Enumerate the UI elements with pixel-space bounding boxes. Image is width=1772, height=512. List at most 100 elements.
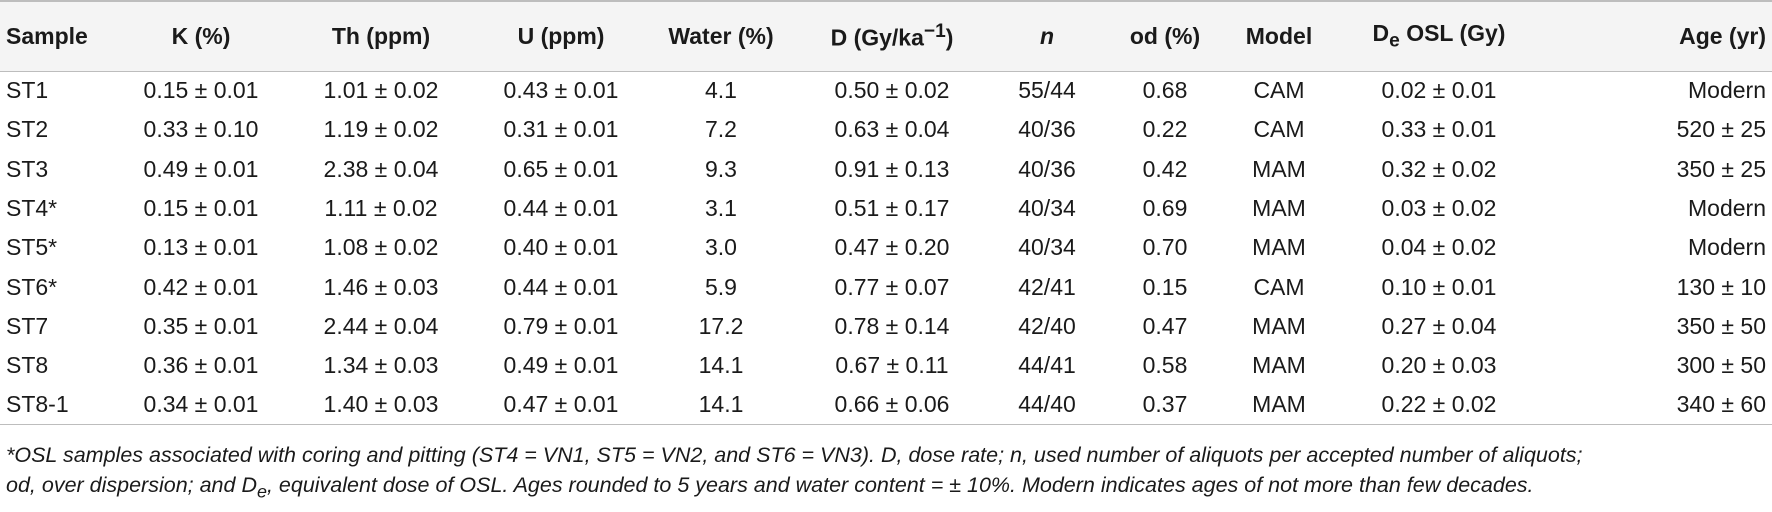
table-cell: 520 ± 25 bbox=[1676, 116, 1766, 143]
table-cell: 40/34 bbox=[1018, 234, 1076, 261]
table-cell: 1.08 ± 0.02 bbox=[323, 234, 439, 261]
header-od: od (%) bbox=[1106, 0, 1224, 72]
table-cell: CAM bbox=[1253, 273, 1305, 300]
table-cell: 0.68 bbox=[1142, 77, 1188, 104]
table-cell: 0.10 ± 0.01 bbox=[1381, 273, 1497, 300]
table-cell: ST4* bbox=[6, 195, 58, 222]
table-cell: MAM bbox=[1252, 234, 1306, 261]
table-cell: 300 ± 50 bbox=[1676, 352, 1766, 379]
header-k: K (%) bbox=[116, 0, 286, 72]
table-cell: MAM bbox=[1252, 312, 1306, 339]
table-cell: MAM bbox=[1252, 352, 1306, 379]
table-cell: 7.2 bbox=[705, 116, 737, 143]
table-cell: 2.38 ± 0.04 bbox=[323, 155, 439, 182]
table-cell: 340 ± 60 bbox=[1544, 385, 1772, 426]
table-cell: 0.15 ± 0.01 bbox=[143, 77, 259, 104]
table-cell: 0.37 bbox=[1106, 385, 1224, 426]
table-cell: 3.0 bbox=[705, 234, 737, 261]
table-cell: 0.42 bbox=[1142, 155, 1188, 182]
table-cell: 0.91 ± 0.13 bbox=[834, 155, 950, 182]
table-cell: 44/40 bbox=[988, 385, 1106, 426]
table-cell: 44/41 bbox=[1018, 352, 1076, 379]
table-cell: 42/40 bbox=[1018, 312, 1076, 339]
table-cell: ST8 bbox=[6, 352, 49, 379]
table-cell: 0.66 ± 0.06 bbox=[796, 385, 988, 426]
table-cell: 0.04 ± 0.02 bbox=[1381, 234, 1497, 261]
table-cell: 2.44 ± 0.04 bbox=[323, 312, 439, 339]
table-cell: 350 ± 50 bbox=[1676, 312, 1766, 339]
table-cell: MAM bbox=[1224, 385, 1334, 426]
table-cell: 3.1 bbox=[705, 195, 737, 222]
table-cell: 42/41 bbox=[1018, 273, 1076, 300]
table-cell: 5.9 bbox=[705, 273, 737, 300]
table-cell: 1.46 ± 0.03 bbox=[323, 273, 439, 300]
table-cell: 0.50 ± 0.02 bbox=[834, 77, 950, 104]
footnote-line-1: *OSL samples associated with coring and … bbox=[6, 443, 1583, 467]
footnote-line-2: od, over dispersion; and De, equivalent … bbox=[6, 473, 1534, 502]
table-cell: 0.15 ± 0.01 bbox=[143, 195, 259, 222]
table-cell: ST3 bbox=[6, 155, 49, 182]
table-cell: 9.3 bbox=[705, 155, 737, 182]
table-cell: 0.49 ± 0.01 bbox=[143, 155, 259, 182]
header-n: n bbox=[988, 0, 1106, 72]
header-u: U (ppm) bbox=[476, 0, 646, 72]
table-cell: 0.49 ± 0.01 bbox=[503, 352, 619, 379]
table-cell: 0.44 ± 0.01 bbox=[503, 195, 619, 222]
table-cell: MAM bbox=[1252, 195, 1306, 222]
table-row: ST4* 0.15 ± 0.01 1.11 ± 0.02 0.44 ± 0.01 3.1… bbox=[0, 189, 1772, 228]
table-row: ST8-1 0.34 ± 0.01 1.40 ± 0.03 0.47 ± 0.01 14… bbox=[0, 385, 1772, 426]
header-sample: Sample bbox=[0, 0, 116, 72]
table-row: ST8 0.36 ± 0.01 1.34 ± 0.03 0.49 ± 0.01 14.1… bbox=[0, 346, 1772, 385]
table-cell: ST6* bbox=[6, 273, 58, 300]
table-cell: 1.01 ± 0.02 bbox=[323, 77, 439, 104]
osl-data-table: Sample K (%) Th (ppm) U (ppm) Water (%) … bbox=[0, 0, 1772, 426]
header-de-osl: De OSL (Gy) bbox=[1334, 0, 1544, 72]
table-row: ST1 0.15 ± 0.01 1.01 ± 0.02 0.43 ± 0.01 4.1 0… bbox=[0, 71, 1772, 110]
table-cell: 350 ± 25 bbox=[1676, 155, 1766, 182]
table-cell: 0.22 ± 0.02 bbox=[1334, 385, 1544, 426]
table-cell: 0.58 bbox=[1142, 352, 1188, 379]
table-cell: 0.47 ± 0.20 bbox=[834, 234, 950, 261]
header-th: Th (ppm) bbox=[286, 0, 476, 72]
table-cell: 40/36 bbox=[1018, 155, 1076, 182]
table-cell: ST8-1 bbox=[0, 385, 116, 426]
table-cell: ST2 bbox=[6, 116, 49, 143]
table-cell: 0.20 ± 0.03 bbox=[1381, 352, 1497, 379]
header-age: Age (yr) bbox=[1544, 0, 1772, 72]
table-cell: 40/36 bbox=[1018, 116, 1076, 143]
table-cell: 0.42 ± 0.01 bbox=[143, 273, 259, 300]
table-cell: Modern bbox=[1688, 195, 1766, 222]
table-cell: 0.43 ± 0.01 bbox=[503, 77, 619, 104]
table-cell: 0.15 bbox=[1142, 273, 1188, 300]
header-row: Sample K (%) Th (ppm) U (ppm) Water (%) … bbox=[0, 0, 1772, 72]
table-row: ST7 0.35 ± 0.01 2.44 ± 0.04 0.79 ± 0.01 17.2… bbox=[0, 307, 1772, 346]
table-cell: 40/34 bbox=[1018, 195, 1076, 222]
table-cell: 4.1 bbox=[705, 77, 737, 104]
table-cell: 0.63 ± 0.04 bbox=[834, 116, 950, 143]
table-cell: 0.78 ± 0.14 bbox=[834, 312, 950, 339]
table-cell: 0.32 ± 0.02 bbox=[1381, 155, 1497, 182]
table-cell: 1.11 ± 0.02 bbox=[324, 195, 438, 222]
table-footnote: *OSL samples associated with coring and … bbox=[6, 440, 1766, 506]
table-cell: 0.35 ± 0.01 bbox=[143, 312, 259, 339]
table-row: ST6* 0.42 ± 0.01 1.46 ± 0.03 0.44 ± 0.01 5.9… bbox=[0, 267, 1772, 306]
table-cell: CAM bbox=[1253, 116, 1305, 143]
table-row: ST5* 0.13 ± 0.01 1.08 ± 0.02 0.40 ± 0.01 3.0… bbox=[0, 228, 1772, 267]
table-cell: 0.34 ± 0.01 bbox=[116, 385, 286, 426]
table-cell: 1.40 ± 0.03 bbox=[286, 385, 476, 426]
table-cell: 0.69 bbox=[1142, 195, 1188, 222]
table-cell: 0.47 bbox=[1142, 312, 1188, 339]
header-model: Model bbox=[1224, 0, 1334, 72]
table-cell: 14.1 bbox=[646, 385, 796, 426]
table-body: ST1 0.15 ± 0.01 1.01 ± 0.02 0.43 ± 0.01 4.1 0… bbox=[0, 71, 1772, 426]
table-cell: 0.36 ± 0.01 bbox=[143, 352, 259, 379]
table-cell: 0.13 ± 0.01 bbox=[143, 234, 259, 261]
table-cell: 0.65 ± 0.01 bbox=[503, 155, 619, 182]
table-cell: ST1 bbox=[6, 77, 49, 104]
table-cell: 1.19 ± 0.02 bbox=[323, 116, 439, 143]
table-cell: 0.31 ± 0.01 bbox=[503, 116, 619, 143]
table-cell: 55/44 bbox=[1018, 77, 1076, 104]
table-cell: 0.22 bbox=[1142, 116, 1188, 143]
table-cell: Modern bbox=[1688, 234, 1766, 261]
